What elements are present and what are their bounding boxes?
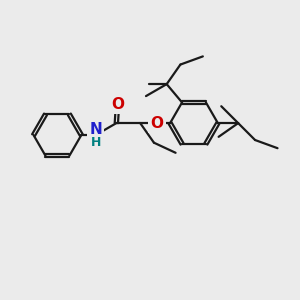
- Text: O: O: [111, 97, 124, 112]
- Text: H: H: [91, 136, 101, 149]
- Text: O: O: [151, 116, 164, 130]
- Text: N: N: [89, 122, 102, 136]
